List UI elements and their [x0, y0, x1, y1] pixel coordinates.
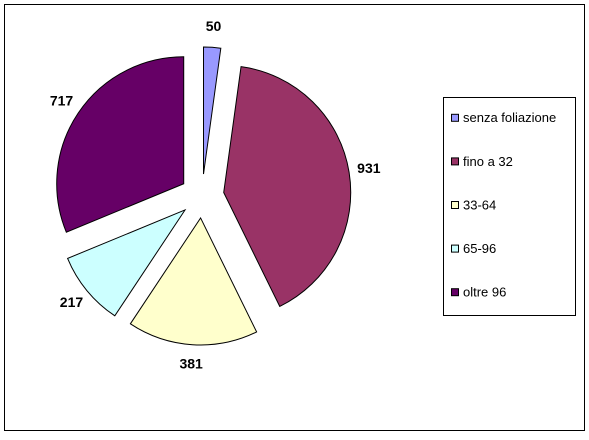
legend-label: senza foliazione	[463, 110, 556, 125]
legend-label: 65-96	[463, 241, 496, 256]
legend-swatch	[451, 244, 459, 253]
data-label: 381	[179, 355, 203, 371]
data-label: 717	[50, 93, 74, 109]
legend-swatch	[451, 157, 459, 166]
data-label: 217	[60, 294, 84, 310]
data-label: 931	[357, 160, 381, 176]
legend-swatch	[451, 113, 459, 122]
legend-label: 33-64	[463, 197, 496, 212]
pie-slice	[129, 216, 258, 346]
pie-slice	[223, 66, 352, 308]
legend-swatch	[451, 288, 459, 297]
pie-slice	[203, 46, 222, 175]
legend-swatch	[451, 201, 459, 209]
legend-label: fino a 32	[463, 154, 513, 169]
data-label: 50	[206, 18, 222, 34]
pie-slice	[56, 56, 185, 233]
pie-slice	[66, 208, 187, 317]
legend-box	[443, 97, 576, 316]
legend-label: oltre 96	[463, 285, 506, 300]
